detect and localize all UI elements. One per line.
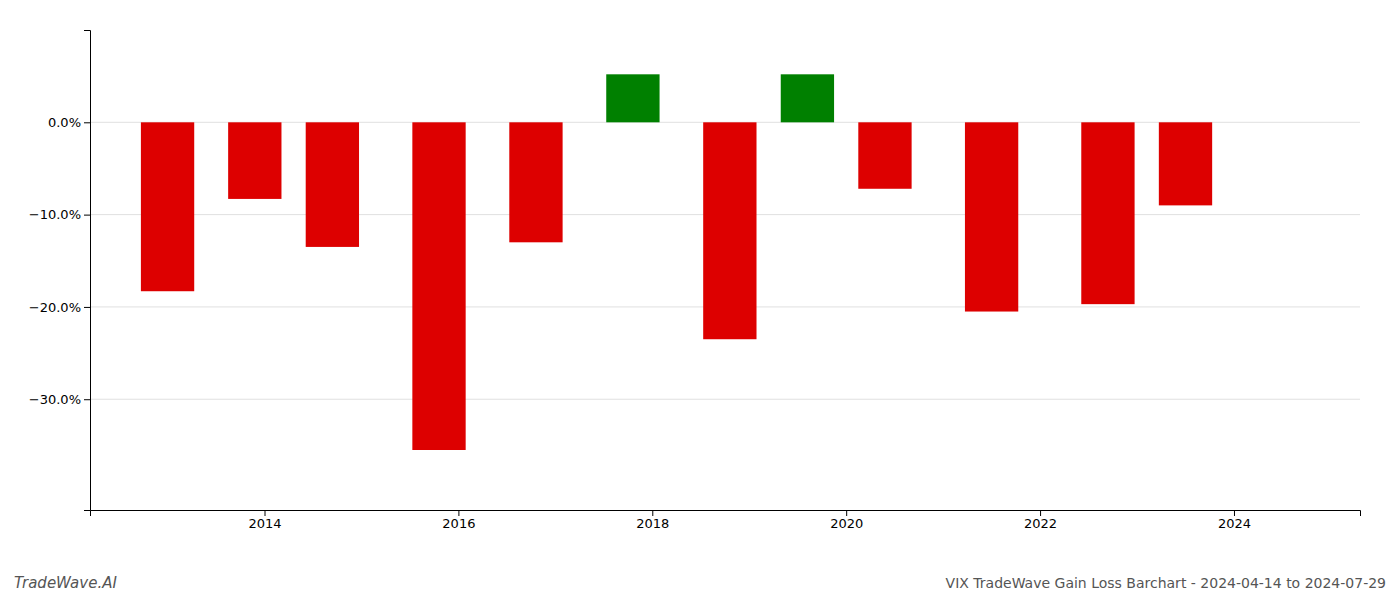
- x-tick-mark: [1040, 510, 1041, 516]
- chart: 2014 2016 2018 2020 2022 2024 0.0% −10.0% −20.0%…: [0, 0, 1400, 600]
- x-tick-mark: [265, 510, 266, 516]
- bar: [965, 122, 1018, 311]
- grid: [90, 122, 1360, 399]
- y-tick-label: −10.0%: [29, 207, 81, 222]
- y-tick-mark: [84, 307, 90, 308]
- bar: [858, 122, 911, 188]
- x-tick-mark: [1234, 510, 1235, 516]
- y-tick: −20.0%: [29, 300, 90, 315]
- x-tick: 2016: [442, 510, 475, 531]
- y-tick-mark: [84, 215, 90, 216]
- bar: [781, 74, 834, 122]
- y-tick: −10.0%: [29, 207, 90, 222]
- bar: [606, 74, 659, 122]
- bars: [141, 74, 1212, 450]
- y-tick-mark: [84, 122, 90, 123]
- y-tick-label: −30.0%: [29, 392, 81, 407]
- plot: 2014 2016 2018 2020 2022 2024 0.0% −10.0% −20.0%…: [29, 31, 1361, 532]
- x-tick: 2018: [636, 510, 669, 531]
- y-tick: 0.0%: [48, 115, 90, 130]
- x-tick: 2022: [1024, 510, 1057, 531]
- grid-line: [90, 399, 1360, 400]
- x-tick-label: 2024: [1218, 516, 1251, 531]
- y-axis-line: [84, 31, 91, 511]
- bar: [1081, 122, 1134, 304]
- x-axis-line: [91, 511, 1361, 517]
- x-tick-label: 2022: [1024, 516, 1057, 531]
- watermark: TradeWave.AI: [14, 574, 117, 592]
- bar: [509, 122, 562, 242]
- bar: [1159, 122, 1212, 205]
- x-tick-label: 2020: [830, 516, 863, 531]
- y-tick: −30.0%: [29, 392, 90, 407]
- bar: [412, 122, 465, 450]
- bar: [228, 122, 281, 199]
- y-tick-label: −20.0%: [29, 300, 81, 315]
- x-tick: 2024: [1218, 510, 1251, 531]
- x-tick-mark: [846, 510, 847, 516]
- bar: [141, 122, 194, 291]
- x-tick-mark: [458, 510, 459, 516]
- x-tick-label: 2016: [442, 516, 475, 531]
- x-tick-label: 2018: [636, 516, 669, 531]
- x-tick: 2020: [830, 510, 863, 531]
- x-tick-mark: [652, 510, 653, 516]
- y-tick-label: 0.0%: [48, 115, 81, 130]
- x-axis: 2014 2016 2018 2020 2022 2024: [91, 510, 1361, 531]
- bar: [703, 122, 756, 339]
- bar: [306, 122, 359, 247]
- title: VIX TradeWave Gain Loss Barchart - 2024-…: [946, 575, 1386, 591]
- y-tick-mark: [84, 399, 90, 400]
- x-tick: 2014: [248, 510, 281, 531]
- x-tick-label: 2014: [248, 516, 281, 531]
- y-axis: 0.0% −10.0% −20.0% −30.0%: [29, 31, 91, 511]
